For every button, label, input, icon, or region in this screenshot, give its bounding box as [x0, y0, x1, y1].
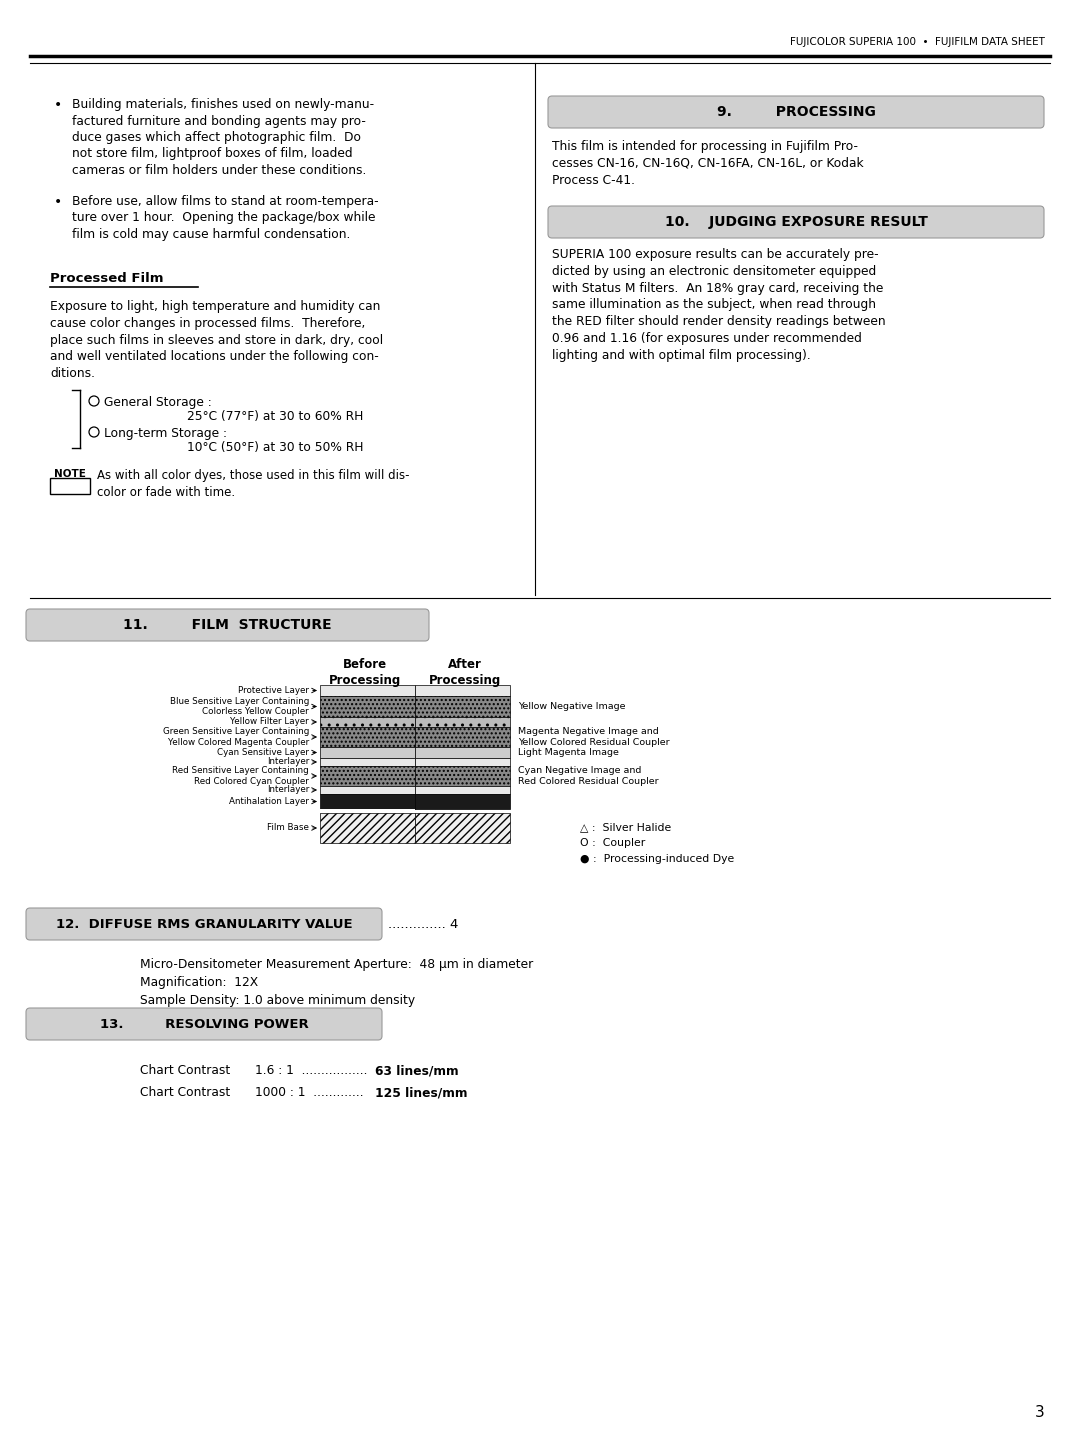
Bar	[415, 794, 510, 808]
Text: 12.  DIFFUSE RMS GRANULARITY VALUE: 12. DIFFUSE RMS GRANULARITY VALUE	[56, 918, 352, 931]
Bar	[320, 794, 415, 808]
Text: ● :  Processing-induced Dye: ● : Processing-induced Dye	[580, 855, 734, 865]
Bar	[415, 684, 510, 696]
Text: Micro-Densitometer Measurement Aperture:  48 μm in diameter
Magnification:  12X
: Micro-Densitometer Measurement Aperture:…	[140, 958, 534, 1007]
Bar	[415, 728, 510, 746]
Text: NOTE: NOTE	[54, 468, 86, 478]
Text: •: •	[54, 98, 63, 112]
Bar	[320, 728, 415, 746]
Bar	[415, 718, 510, 728]
Text: Light Magenta Image: Light Magenta Image	[518, 748, 619, 757]
Text: 13.         RESOLVING POWER: 13. RESOLVING POWER	[99, 1017, 309, 1030]
Text: Processed Film: Processed Film	[50, 272, 163, 285]
Bar	[320, 785, 415, 794]
Bar	[415, 785, 510, 794]
Text: 10°C (50°F) at 30 to 50% RH: 10°C (50°F) at 30 to 50% RH	[187, 441, 364, 454]
Text: Cyan Sensitive Layer: Cyan Sensitive Layer	[217, 748, 309, 757]
Text: Green Sensitive Layer Containing
Yellow Colored Magenta Coupler: Green Sensitive Layer Containing Yellow …	[163, 728, 309, 746]
Bar	[415, 696, 510, 718]
Text: 125 lines/mm: 125 lines/mm	[375, 1087, 468, 1099]
Text: Cyan Negative Image and
Red Colored Residual Coupler: Cyan Negative Image and Red Colored Resi…	[518, 767, 659, 785]
Text: Interlayer: Interlayer	[267, 785, 309, 794]
Text: Yellow Negative Image: Yellow Negative Image	[518, 702, 625, 710]
Bar	[320, 718, 415, 728]
Text: •: •	[54, 195, 63, 209]
Text: Exposure to light, high temperature and humidity can
cause color changes in proc: Exposure to light, high temperature and …	[50, 300, 383, 380]
Text: 9.         PROCESSING: 9. PROCESSING	[716, 105, 876, 120]
Bar	[320, 696, 415, 718]
Text: Chart Contrast: Chart Contrast	[140, 1087, 230, 1099]
Text: 1.6 : 1  .................: 1.6 : 1 .................	[255, 1063, 367, 1076]
Text: 3: 3	[1036, 1405, 1045, 1419]
Text: General Storage :: General Storage :	[104, 396, 212, 409]
Text: SUPERIA 100 exposure results can be accurately pre-
dicted by using an electroni: SUPERIA 100 exposure results can be accu…	[552, 248, 886, 362]
Text: △ :  Silver Halide: △ : Silver Halide	[580, 821, 672, 831]
Bar	[320, 758, 415, 767]
Text: Before
Processing: Before Processing	[329, 659, 401, 687]
Bar	[320, 808, 415, 813]
Text: Antihalation Layer: Antihalation Layer	[229, 797, 309, 806]
Text: Yellow Filter Layer: Yellow Filter Layer	[230, 718, 309, 726]
Text: Chart Contrast: Chart Contrast	[140, 1063, 230, 1076]
Text: After
Processing: After Processing	[429, 659, 501, 687]
Bar	[320, 813, 415, 843]
Text: FUJICOLOR SUPERIA 100  •  FUJIFILM DATA SHEET: FUJICOLOR SUPERIA 100 • FUJIFILM DATA SH…	[791, 37, 1045, 48]
Text: Red Sensitive Layer Containing
Red Colored Cyan Coupler: Red Sensitive Layer Containing Red Color…	[172, 767, 309, 785]
Text: This film is intended for processing in Fujifilm Pro-
cesses CN-16, CN-16Q, CN-1: This film is intended for processing in …	[552, 140, 864, 186]
Text: 1000 : 1  .............: 1000 : 1 .............	[255, 1087, 364, 1099]
Text: Blue Sensitive Layer Containing
Colorless Yellow Coupler: Blue Sensitive Layer Containing Colorles…	[170, 697, 309, 716]
Bar	[320, 746, 415, 758]
FancyBboxPatch shape	[26, 908, 382, 940]
Bar	[320, 684, 415, 696]
FancyBboxPatch shape	[548, 206, 1044, 238]
Bar	[415, 767, 510, 785]
Text: Protective Layer: Protective Layer	[238, 686, 309, 695]
FancyBboxPatch shape	[26, 610, 429, 641]
Text: 10.    JUDGING EXPOSURE RESULT: 10. JUDGING EXPOSURE RESULT	[664, 215, 928, 229]
Text: Before use, allow films to stand at room-tempera-
ture over 1 hour.  Opening the: Before use, allow films to stand at room…	[72, 195, 379, 241]
Text: .............. 4: .............. 4	[388, 918, 458, 931]
Bar	[320, 767, 415, 785]
Text: 11.         FILM  STRUCTURE: 11. FILM STRUCTURE	[123, 618, 332, 633]
Bar	[415, 813, 510, 843]
Text: 25°C (77°F) at 30 to 60% RH: 25°C (77°F) at 30 to 60% RH	[187, 411, 363, 424]
Text: As with all color dyes, those used in this film will dis-
color or fade with tim: As with all color dyes, those used in th…	[97, 468, 409, 499]
Text: Magenta Negative Image and
Yellow Colored Residual Coupler: Magenta Negative Image and Yellow Colore…	[518, 728, 670, 746]
Text: Building materials, finishes used on newly-manu-
factured furniture and bonding : Building materials, finishes used on new…	[72, 98, 374, 177]
Bar	[415, 758, 510, 767]
Text: Interlayer: Interlayer	[267, 758, 309, 767]
Bar	[50, 478, 90, 494]
Text: Long-term Storage :: Long-term Storage :	[104, 427, 227, 440]
FancyBboxPatch shape	[26, 1009, 382, 1040]
FancyBboxPatch shape	[548, 97, 1044, 128]
Bar	[415, 746, 510, 758]
Text: 63 lines/mm: 63 lines/mm	[375, 1063, 459, 1076]
Text: O :  Coupler: O : Coupler	[580, 839, 645, 847]
Text: Film Base: Film Base	[267, 823, 309, 833]
